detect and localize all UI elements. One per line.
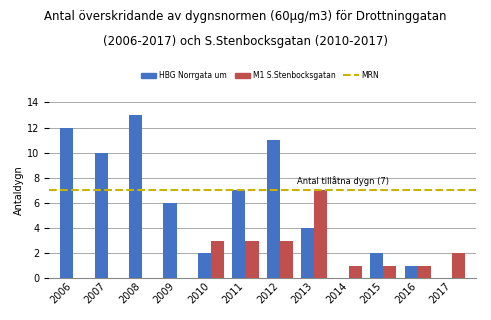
Bar [452, 253, 465, 278]
Bar [349, 266, 362, 278]
Text: Antal tillåtna dygn (7): Antal tillåtna dygn (7) [297, 176, 389, 186]
Bar [211, 241, 224, 278]
Bar [267, 140, 280, 278]
Bar [314, 190, 327, 278]
Bar [418, 266, 431, 278]
Bar [60, 128, 73, 278]
Bar [129, 115, 142, 278]
Bar [280, 241, 293, 278]
Text: (2006-2017) och S.Stenbocksgatan (2010-2017): (2006-2017) och S.Stenbocksgatan (2010-2… [103, 35, 388, 48]
Y-axis label: Antaldygn: Antaldygn [14, 165, 24, 215]
Bar [198, 253, 211, 278]
Bar [95, 153, 108, 278]
Bar [405, 266, 418, 278]
Legend: HBG Norrgata um, M1 S.Stenbocksgatan, MRN: HBG Norrgata um, M1 S.Stenbocksgatan, MR… [138, 68, 382, 83]
Bar [370, 253, 383, 278]
Text: Antal överskridande av dygnsnormen (60µg/m3) för Drottninggatan: Antal överskridande av dygnsnormen (60µg… [44, 10, 447, 23]
Bar [383, 266, 396, 278]
Bar [246, 241, 259, 278]
Bar [301, 228, 314, 278]
Bar [164, 203, 177, 278]
Bar [232, 190, 246, 278]
